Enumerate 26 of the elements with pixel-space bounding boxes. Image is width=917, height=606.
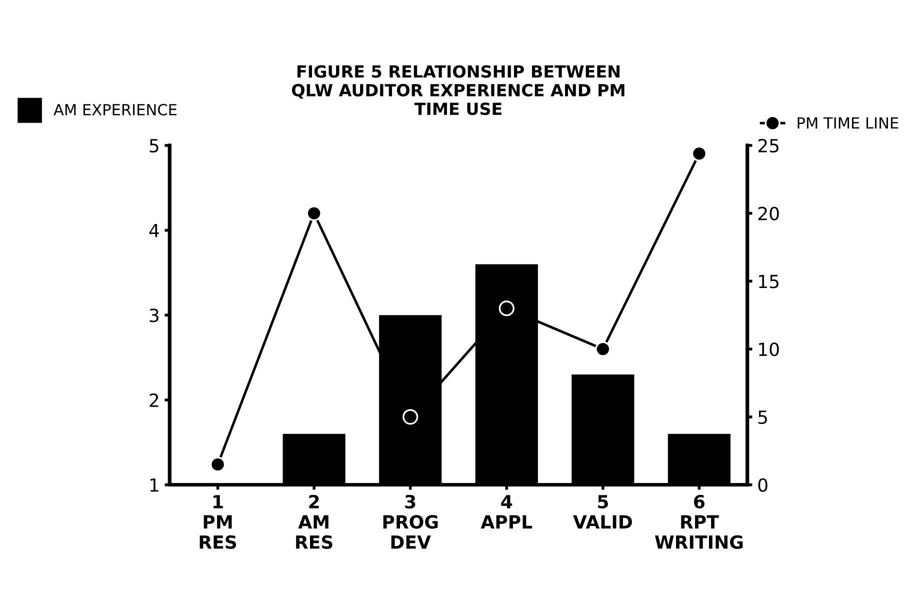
point	[210, 456, 226, 472]
y2-tick-label: 25	[758, 138, 778, 153]
x-tick-label: 6 RPT WRITING	[655, 494, 743, 549]
point	[498, 300, 514, 316]
y2-tick-label: 10	[759, 342, 779, 356]
y2-tick-label: 20	[758, 206, 779, 220]
chart-title: FIGURE 5 RELATIONSHIP BETWEEN QLW AUDITOR EXPERIENCE AND PM TIME USE	[292, 65, 624, 116]
y-tick-label: 4	[149, 224, 159, 238]
y2-tick-label: 15	[759, 274, 778, 288]
point	[595, 341, 611, 357]
y-tick-label: 2	[150, 393, 158, 407]
x-tick-label: 3 PROG DEV	[383, 494, 438, 549]
legend-label: AM EXPERIENCE	[54, 104, 176, 116]
point	[402, 409, 418, 425]
point	[306, 206, 322, 222]
x-tick-label: 5 VALID	[573, 495, 632, 528]
y-tick-label: 5	[150, 139, 158, 153]
y-tick-label: 1	[150, 478, 158, 492]
legend-label: PM TIME LINE	[798, 117, 898, 129]
point	[691, 146, 707, 162]
x-tick-label: 4 APPL	[480, 495, 532, 528]
y-tick-label: 3	[150, 308, 158, 322]
x-tick-label: 2 AM RES	[296, 494, 332, 549]
x-tick-label: 1 PM RES	[200, 495, 236, 549]
y2-tick-label: 5	[758, 410, 767, 424]
y2-tick-label: 0	[758, 478, 768, 492]
